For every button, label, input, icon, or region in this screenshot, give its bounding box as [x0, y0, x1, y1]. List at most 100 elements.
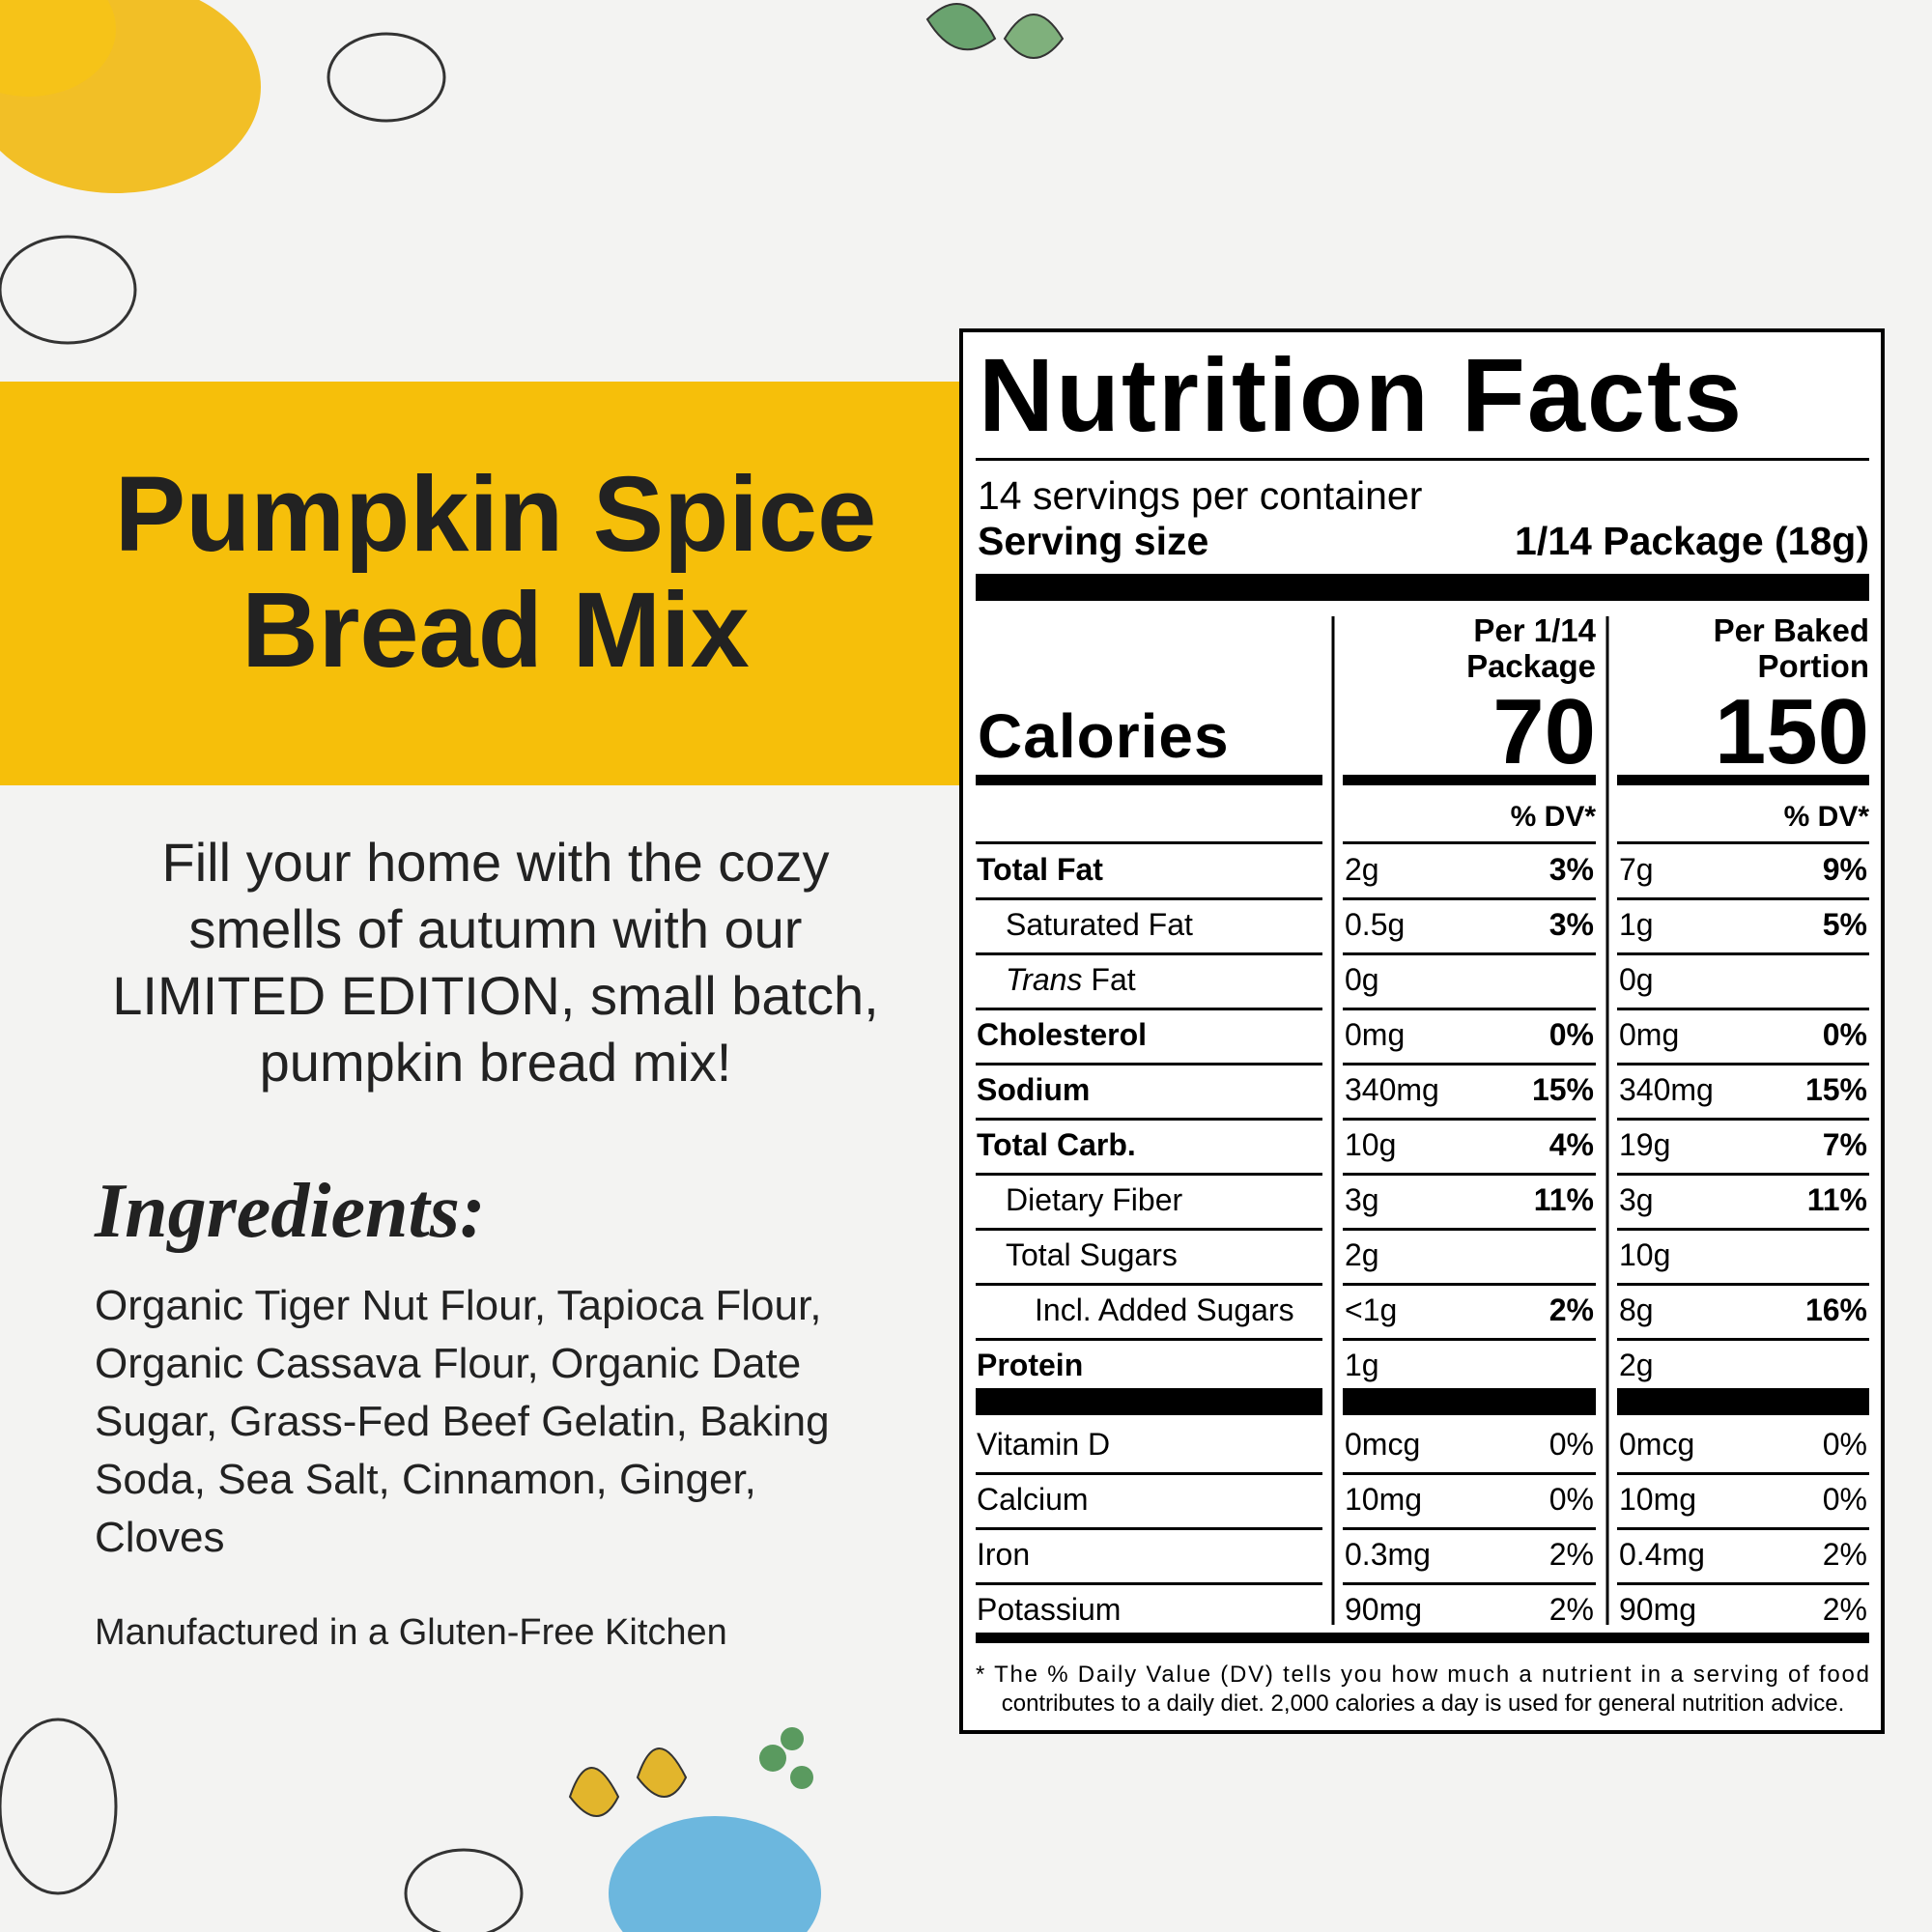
ingredients-line: Cloves: [95, 1514, 225, 1561]
nutrient-name: Cholesterol: [977, 1017, 1147, 1052]
daily-value: 0%: [1823, 1427, 1867, 1462]
daily-value: 2%: [1549, 1537, 1594, 1572]
amount: 2g: [1619, 1348, 1654, 1382]
daily-value: 9%: [1823, 852, 1867, 887]
amount: 0mcg: [1619, 1427, 1694, 1462]
amount: 0.4mg: [1619, 1537, 1705, 1572]
row-rule: [976, 1173, 1322, 1176]
label-title: Nutrition Facts: [979, 336, 1744, 453]
row-rule: [976, 1228, 1322, 1231]
thick-bar: [976, 1633, 1869, 1643]
amount: 0mg: [1619, 1017, 1679, 1052]
row-rule: [976, 1472, 1322, 1475]
column-header: Per 1/14: [1473, 612, 1596, 648]
daily-value: 11%: [1534, 1182, 1594, 1217]
row-rule: [1617, 1118, 1869, 1121]
amount: 1g: [1619, 907, 1654, 942]
nutrient-name: Total Carb.: [977, 1127, 1136, 1162]
row-rule: [976, 1063, 1322, 1065]
nutrient-name: Potassium: [977, 1592, 1121, 1627]
description-line: smells of autumn with our: [189, 898, 803, 959]
row-rule: [1343, 841, 1596, 844]
row-rule: [1343, 1472, 1596, 1475]
row-rule: [1343, 1338, 1596, 1341]
decoration: [0, 0, 1065, 1932]
row-rule: [976, 841, 1322, 844]
amount: 2g: [1345, 852, 1379, 887]
thick-bar: [1343, 1388, 1596, 1415]
serving-size-label: Serving size: [978, 519, 1208, 563]
daily-value: 15%: [1532, 1072, 1594, 1107]
amount: 90mg: [1619, 1592, 1696, 1627]
daily-value: 0%: [1823, 1482, 1867, 1517]
amount: 0.5g: [1345, 907, 1405, 942]
column-header: Portion: [1758, 648, 1869, 684]
amount: 8g: [1619, 1293, 1654, 1327]
dv-header: % DV*: [1511, 801, 1597, 833]
amount: 7g: [1619, 852, 1654, 887]
amount: 10g: [1345, 1127, 1396, 1162]
nutrient-name: Vitamin D: [977, 1427, 1110, 1462]
daily-value: 2%: [1823, 1592, 1867, 1627]
daily-value: 2%: [1549, 1592, 1594, 1627]
row-rule: [1617, 1338, 1869, 1341]
ingredients-heading: Ingredients:: [94, 1169, 486, 1254]
row-rule: [1617, 1582, 1869, 1585]
amount: 0.3mg: [1345, 1537, 1431, 1572]
row-rule: [1617, 952, 1869, 955]
amount: 10mg: [1619, 1482, 1696, 1517]
nutrient-name: Trans Fat: [1006, 962, 1136, 997]
row-rule: [1343, 1527, 1596, 1530]
nutrient-name-rest: Fat: [1091, 962, 1135, 997]
amount: 3g: [1619, 1182, 1654, 1217]
row-rule: [1617, 1173, 1869, 1176]
row-rule: [1617, 841, 1869, 844]
row-rule: [976, 1338, 1322, 1341]
description-line: LIMITED EDITION, small batch,: [112, 965, 879, 1026]
footnote: * The % Daily Value (DV) tells you how m…: [976, 1662, 1869, 1688]
row-rule: [1617, 1228, 1869, 1231]
daily-value: 0%: [1549, 1482, 1594, 1517]
row-rule: [1617, 1283, 1869, 1286]
row-rule: [1343, 1228, 1596, 1231]
daily-value: 0%: [1549, 1427, 1594, 1462]
row-rule: [1343, 1173, 1596, 1176]
thick-bar: [1617, 775, 1869, 785]
footnote: contributes to a daily diet. 2,000 calor…: [1002, 1690, 1845, 1717]
thick-bar: [1343, 775, 1596, 785]
row-rule: [1343, 1008, 1596, 1010]
row-rule: [976, 952, 1322, 955]
servings: 14 servings per container: [978, 473, 1422, 518]
nutrient-name: Dietary Fiber: [1006, 1182, 1183, 1217]
serving-size: 1/14 Package (18g): [1515, 519, 1869, 563]
row-rule: [1343, 1283, 1596, 1286]
kitchen-note: Manufactured in a Gluten-Free Kitchen: [95, 1612, 727, 1653]
daily-value: 0%: [1549, 1017, 1594, 1052]
row-rule: [976, 1118, 1322, 1121]
ingredients-line: Soda, Sea Salt, Cinnamon, Ginger,: [95, 1456, 756, 1503]
amount: 3g: [1345, 1182, 1379, 1217]
product-title: Bread Mix: [242, 571, 750, 690]
daily-value: 0%: [1823, 1017, 1867, 1052]
row-rule: [1343, 1118, 1596, 1121]
row-rule: [1617, 1472, 1869, 1475]
nutrient-name: Sodium: [977, 1072, 1090, 1107]
row-rule: [1617, 1008, 1869, 1010]
amount: 2g: [1345, 1237, 1379, 1272]
column-header: Package: [1466, 648, 1596, 684]
daily-value: 2%: [1549, 1293, 1594, 1327]
thick-bar: [976, 1388, 1322, 1415]
row-rule: [976, 1527, 1322, 1530]
daily-value: 5%: [1823, 907, 1867, 942]
amount: 10mg: [1345, 1482, 1422, 1517]
column-header: Per Baked: [1714, 612, 1869, 648]
calories-label: Calories: [978, 701, 1230, 771]
row-rule: [976, 897, 1322, 900]
title-band: [0, 382, 959, 785]
amount: 0mcg: [1345, 1427, 1420, 1462]
amount: 340mg: [1345, 1072, 1439, 1107]
daily-value: 7%: [1823, 1127, 1867, 1162]
nutrient-name: Incl. Added Sugars: [1035, 1293, 1294, 1327]
